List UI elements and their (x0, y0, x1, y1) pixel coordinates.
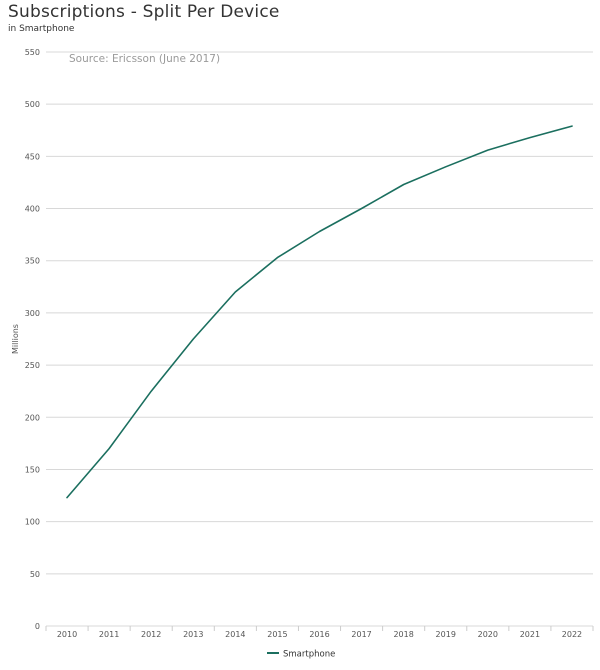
y-tick-label: 50 (30, 570, 40, 579)
chart-subtitle: in Smartphone (8, 24, 75, 34)
y-tick-label: 450 (25, 152, 40, 161)
legend-label-smartphone: Smartphone (283, 650, 335, 660)
source-annotation: Source: Ericsson (June 2017) (69, 53, 220, 65)
x-tick-label: 2020 (478, 630, 498, 639)
chart-title: Subscriptions - Split Per Device (8, 2, 280, 22)
x-tick-label: 2019 (436, 630, 456, 639)
y-tick-label: 350 (25, 257, 40, 266)
y-tick-label: 0 (35, 622, 40, 631)
x-tick-label: 2022 (562, 630, 582, 639)
y-axis-label: Millions (11, 324, 20, 354)
x-tick-label: 2013 (183, 630, 203, 639)
x-tick-label: 2011 (99, 630, 119, 639)
x-tick-label: 2010 (57, 630, 77, 639)
grid-lines (45, 51, 594, 631)
x-tick-label: 2015 (267, 630, 287, 639)
y-tick-label: 400 (25, 205, 40, 214)
x-tick-label: 2012 (141, 630, 161, 639)
y-tick-label: 100 (25, 518, 40, 527)
x-tick-label: 2021 (520, 630, 540, 639)
series-line-smartphone (66, 125, 573, 499)
x-tick-label: 2018 (393, 630, 413, 639)
x-tick-label: 2014 (225, 630, 245, 639)
y-tick-label: 250 (25, 361, 40, 370)
x-tick-label: 2016 (309, 630, 329, 639)
y-tick-label: 300 (25, 309, 40, 318)
x-tick-label: 2017 (351, 630, 371, 639)
series-lines (66, 125, 573, 499)
y-tick-label: 150 (25, 465, 40, 474)
y-tick-label: 500 (25, 100, 40, 109)
legend[interactable]: Smartphone (267, 650, 335, 660)
y-tick-label: 200 (25, 413, 40, 422)
x-axis-ticks: 2010 2011 2012 2013 2014 2015 2016 2017 2018 2019… (57, 630, 582, 639)
y-axis-ticks: 0 50 100 150 200 250 300 350 400 450 500 550 (25, 48, 40, 631)
y-tick-label: 550 (25, 48, 40, 57)
